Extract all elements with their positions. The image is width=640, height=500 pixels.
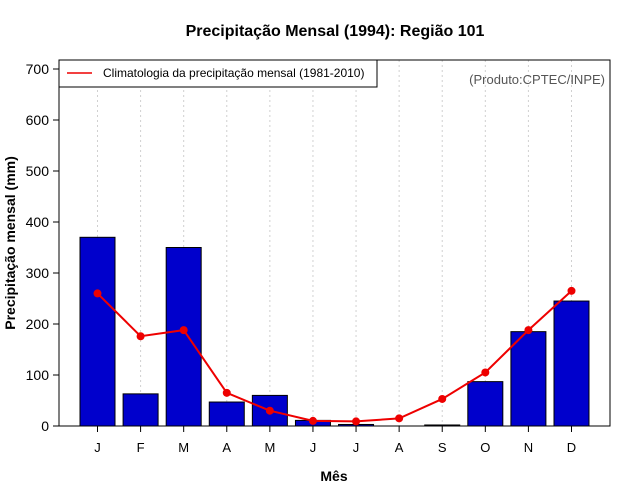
bar (79, 236, 116, 427)
climatology-point (222, 388, 231, 397)
x-tick-label: A (222, 440, 231, 455)
bar (467, 381, 504, 427)
y-tick-label: 500 (26, 163, 50, 179)
bar (208, 401, 245, 427)
climatology-point (481, 368, 490, 377)
x-tick-label: N (524, 440, 533, 455)
climatology-line-series (93, 286, 576, 426)
x-tick-label: J (353, 440, 360, 455)
legend-label: Climatologia da precipitação mensal (198… (103, 66, 364, 80)
x-tick-label: D (567, 440, 576, 455)
y-tick-label: 400 (26, 214, 50, 230)
climatology-point (567, 286, 576, 295)
bar (122, 393, 159, 427)
x-axis-label: Mês (320, 468, 347, 484)
legend: Climatologia da precipitação mensal (198… (58, 59, 378, 88)
climatology-point (93, 289, 102, 298)
climatology-point (352, 417, 361, 426)
x-tick-label: M (264, 440, 275, 455)
x-tick-label: J (310, 440, 317, 455)
climatology-point (438, 394, 447, 403)
x-tick-label: M (178, 440, 189, 455)
climatology-point (524, 326, 533, 335)
climatology-line (96, 290, 573, 423)
y-tick-label: 200 (26, 316, 50, 332)
x-tick-label: J (94, 440, 101, 455)
chart-title: Precipitação Mensal (1994): Região 101 (186, 23, 485, 40)
x-tick-label: O (480, 440, 490, 455)
bar (165, 247, 202, 427)
y-tick-label: 100 (26, 367, 50, 383)
y-axis: 0 100 200 300 400 500 600 700 (26, 61, 59, 434)
y-axis-label: Precipitação mensal (mm) (2, 156, 18, 330)
source-annotation: (Produto:CPTEC/INPE) (469, 72, 605, 87)
climatology-point (136, 332, 145, 341)
y-tick-label: 300 (26, 265, 50, 281)
y-tick-label: 700 (26, 61, 50, 77)
climatology-point (265, 406, 274, 415)
bar (553, 300, 590, 427)
x-tick-label: S (438, 440, 447, 455)
y-tick-label: 0 (41, 418, 49, 434)
climatology-point (395, 414, 404, 423)
climatology-point (308, 416, 317, 425)
bar (510, 331, 547, 427)
x-tick-label: A (395, 440, 404, 455)
climatology-point (179, 326, 188, 335)
x-tick-label: F (137, 440, 145, 455)
bar-series (79, 236, 590, 427)
y-tick-label: 600 (26, 112, 50, 128)
legend-box (58, 59, 378, 88)
